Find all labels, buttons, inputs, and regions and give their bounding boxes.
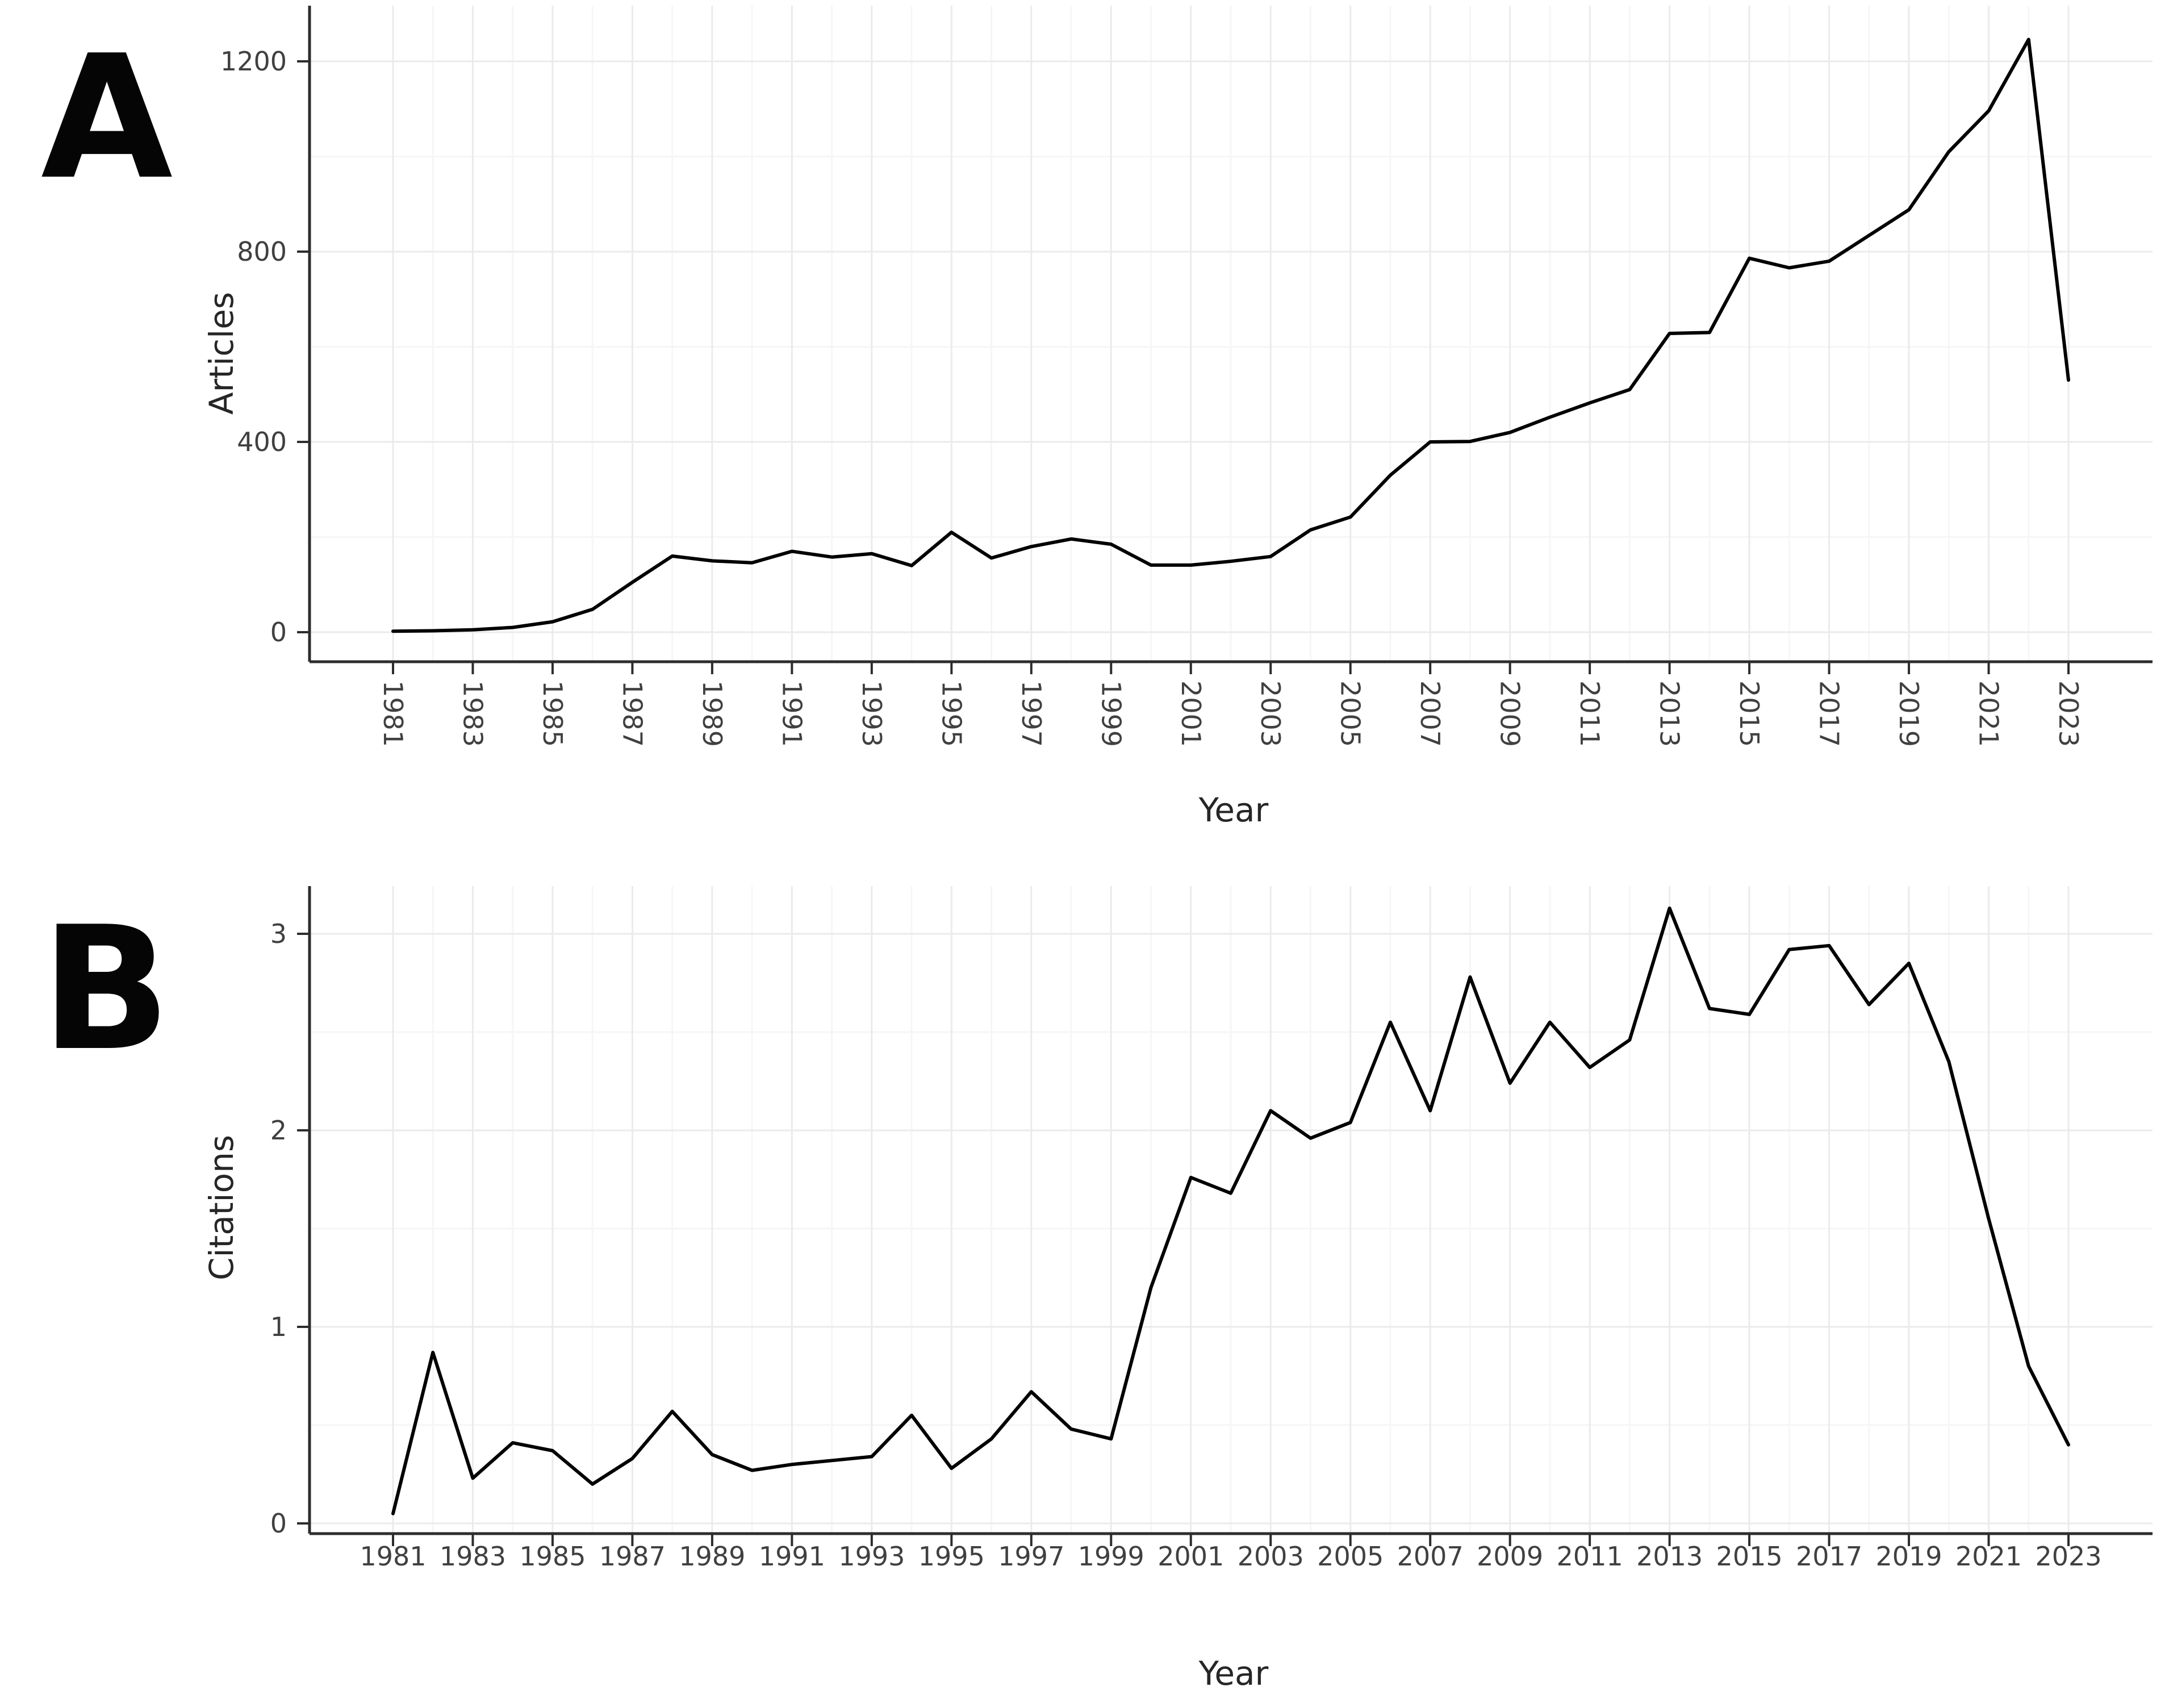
citations-line bbox=[391, 907, 2070, 1515]
y-tick-label: 0 bbox=[270, 617, 287, 648]
x-tick-label: 1997 bbox=[1016, 680, 1047, 747]
x-tick-label: 2011 bbox=[1557, 1541, 1623, 1572]
x-tick-label: 2009 bbox=[1495, 680, 1526, 747]
x-tick-label: 2005 bbox=[1317, 1541, 1384, 1572]
y-tick-label: 1 bbox=[270, 1312, 287, 1342]
x-tick-label: 1995 bbox=[918, 1541, 985, 1572]
x-tick-label: 2007 bbox=[1415, 680, 1445, 747]
x-tick-label: 2013 bbox=[1636, 1541, 1703, 1572]
articles-line bbox=[391, 37, 2070, 633]
x-tick-label: 2003 bbox=[1238, 1541, 1304, 1572]
x-tick-label: 2013 bbox=[1654, 680, 1685, 747]
y-tick-label: 2 bbox=[270, 1115, 287, 1146]
x-tick-label: 1983 bbox=[457, 680, 488, 747]
y-tick-label: 0 bbox=[270, 1508, 287, 1539]
panel-b-x-axis-title: Year bbox=[1198, 1654, 1269, 1693]
x-tick-label: 2015 bbox=[1716, 1541, 1783, 1572]
x-tick-label: 1989 bbox=[679, 1541, 745, 1572]
x-tick-label: 1987 bbox=[599, 1541, 666, 1572]
x-tick-label: 1995 bbox=[936, 680, 967, 747]
x-tick-label: 1999 bbox=[1096, 680, 1126, 747]
x-tick-label: 2015 bbox=[1734, 680, 1765, 747]
x-tick-label: 2019 bbox=[1894, 680, 1924, 747]
panel-b-letter: B bbox=[41, 890, 171, 1088]
panel-a-x-axis-title: Year bbox=[1198, 791, 1269, 829]
x-tick-label: 1991 bbox=[776, 680, 807, 747]
x-tick-label: 2021 bbox=[1974, 680, 2004, 747]
x-tick-label: 1985 bbox=[519, 1541, 586, 1572]
x-tick-label: 1981 bbox=[360, 1541, 426, 1572]
x-tick-label: 2023 bbox=[2053, 680, 2084, 747]
x-tick-label: 2009 bbox=[1477, 1541, 1543, 1572]
x-tick-label: 1993 bbox=[838, 1541, 905, 1572]
x-tick-label: 2007 bbox=[1397, 1541, 1464, 1572]
x-tick-label: 2023 bbox=[2035, 1541, 2101, 1572]
x-tick-label: 1985 bbox=[537, 680, 568, 747]
x-tick-label: 1989 bbox=[697, 680, 728, 747]
x-tick-label: 2021 bbox=[1955, 1541, 2022, 1572]
x-tick-label: 2011 bbox=[1574, 680, 1605, 747]
x-tick-label: 2003 bbox=[1255, 680, 1286, 747]
x-tick-label: 1981 bbox=[378, 680, 408, 747]
x-tick-label: 2001 bbox=[1176, 680, 1206, 747]
x-tick-label: 1997 bbox=[998, 1541, 1064, 1572]
y-tick-label: 400 bbox=[237, 427, 287, 457]
x-tick-label: 2017 bbox=[1814, 680, 1845, 747]
y-tick-label: 800 bbox=[237, 236, 287, 267]
x-tick-label: 1983 bbox=[440, 1541, 506, 1572]
y-tick-label: 1200 bbox=[220, 46, 287, 77]
x-tick-label: 1987 bbox=[617, 680, 647, 747]
y-tick-label: 3 bbox=[270, 918, 287, 949]
x-tick-label: 1999 bbox=[1078, 1541, 1144, 1572]
x-tick-label: 2019 bbox=[1876, 1541, 1942, 1572]
x-tick-label: 1991 bbox=[759, 1541, 825, 1572]
x-tick-label: 2001 bbox=[1157, 1541, 1224, 1572]
x-tick-label: 2005 bbox=[1335, 680, 1366, 747]
x-tick-label: 1993 bbox=[856, 680, 887, 747]
x-tick-label: 2017 bbox=[1796, 1541, 1862, 1572]
panel-a-letter: A bbox=[41, 19, 173, 217]
